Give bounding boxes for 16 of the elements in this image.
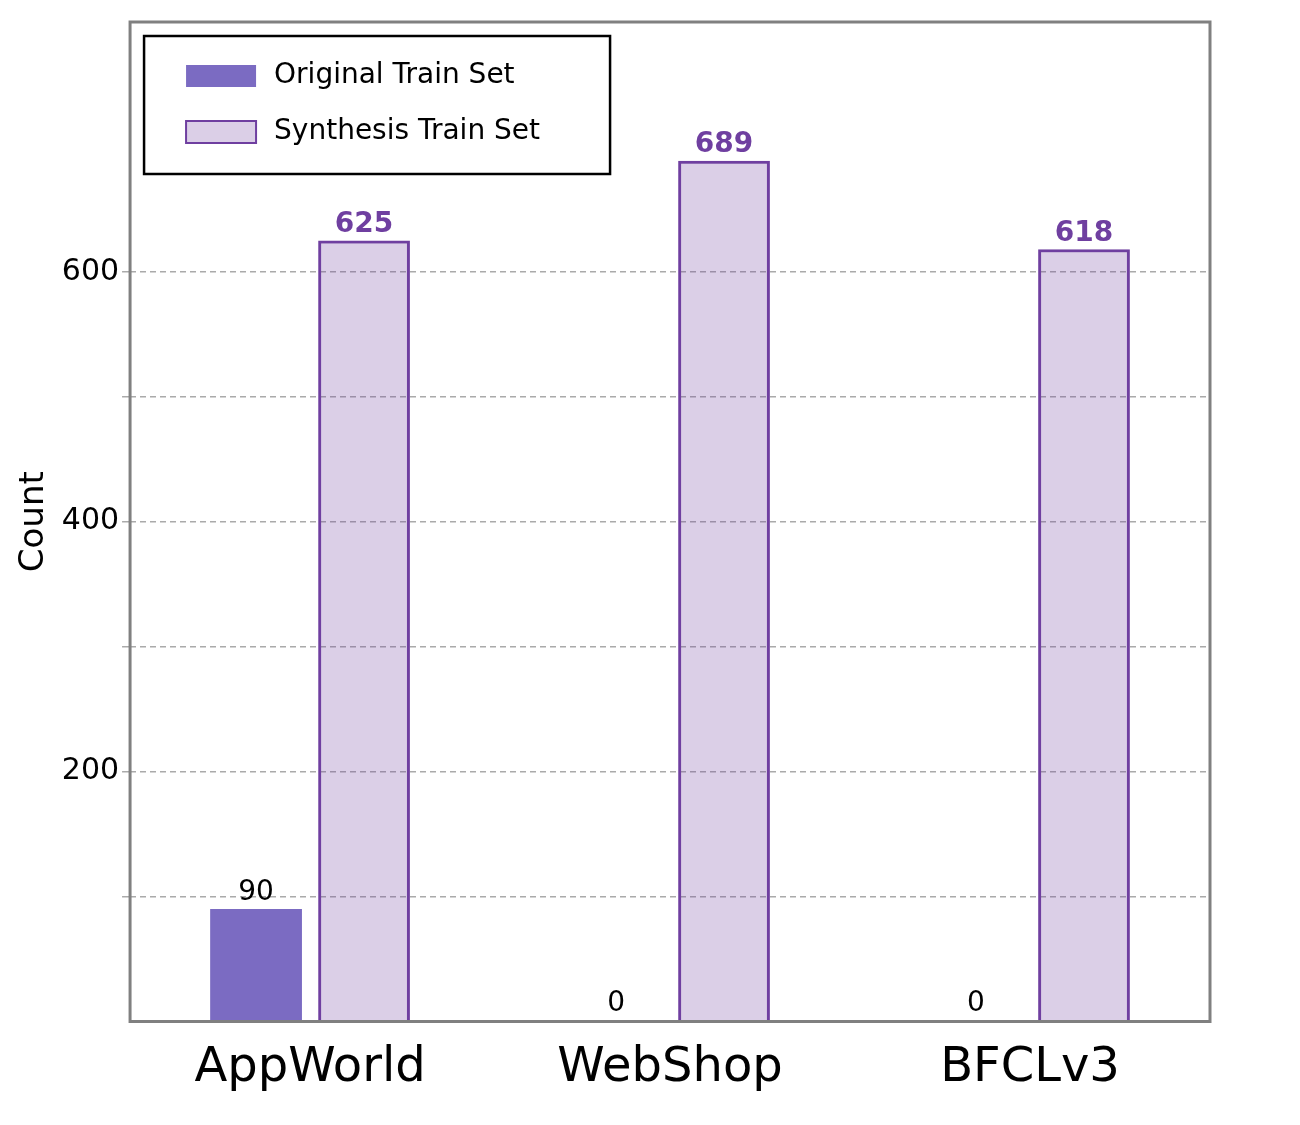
data-label: 90: [238, 874, 274, 908]
y-tick-label: 600: [61, 251, 120, 287]
legend-label: Original Train Set: [274, 57, 515, 91]
x-tick-label: BFCLv3: [940, 1035, 1120, 1092]
x-tick-label: AppWorld: [194, 1035, 426, 1092]
y-axis-title: Count: [11, 471, 52, 573]
data-label: 0: [967, 985, 985, 1019]
data-label: 689: [694, 125, 754, 159]
y-tick-label: 200: [61, 751, 120, 787]
data-label: 625: [334, 205, 394, 239]
data-label: 0: [607, 985, 625, 1019]
x-tick-label: WebShop: [557, 1035, 783, 1092]
bar: [210, 908, 302, 1022]
legend-label: Synthesis Train Set: [274, 113, 541, 147]
y-tick-label: 400: [61, 501, 120, 537]
data-label: 618: [1054, 214, 1114, 248]
